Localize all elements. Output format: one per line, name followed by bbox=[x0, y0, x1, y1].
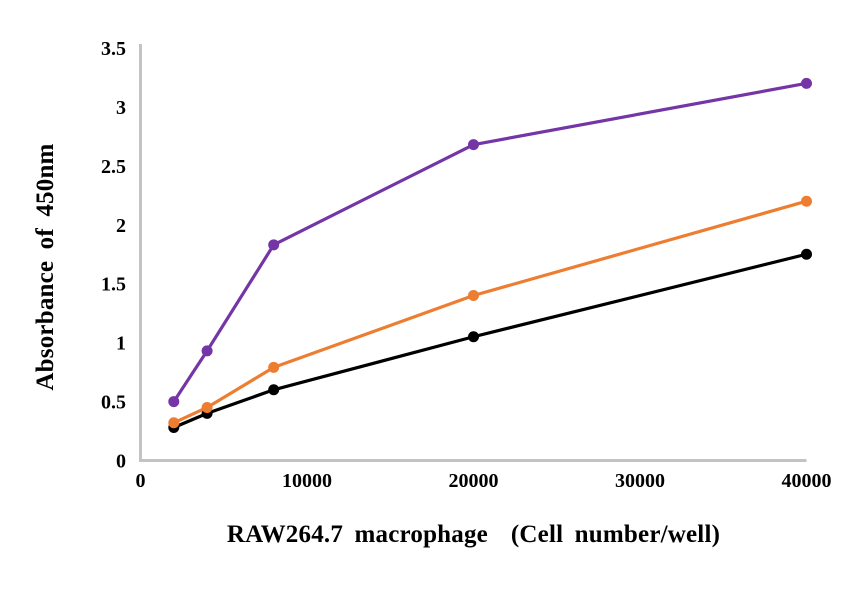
data-point-black bbox=[468, 331, 479, 343]
data-point-orange bbox=[801, 195, 812, 207]
x-tick-label: 10000 bbox=[282, 470, 332, 492]
data-point-purple bbox=[168, 396, 180, 408]
x-tick-label: 0 bbox=[136, 470, 146, 492]
data-point-orange bbox=[201, 401, 213, 413]
data-point-orange bbox=[168, 417, 180, 429]
data-point-purple bbox=[468, 139, 479, 151]
data-point-black bbox=[801, 248, 812, 260]
y-tick-label: 3.5 bbox=[101, 38, 126, 60]
data-point-purple bbox=[268, 239, 280, 251]
x-tick-label: 40000 bbox=[782, 470, 832, 492]
x-tick-label: 30000 bbox=[615, 470, 665, 492]
y-axis-title: Absorbance of 450nm bbox=[32, 143, 59, 391]
data-point-black bbox=[268, 384, 280, 396]
y-tick-label: 0 bbox=[116, 451, 126, 473]
data-point-orange bbox=[468, 290, 479, 301]
y-tick-label: 2 bbox=[116, 215, 126, 237]
x-axis-title: RAW264.7 macrophage (Cell number/well) bbox=[226, 521, 721, 548]
data-point-purple bbox=[201, 345, 213, 357]
y-tick-label: 2.5 bbox=[101, 156, 126, 178]
x-tick-label: 20000 bbox=[449, 470, 499, 492]
y-tick-label: 1 bbox=[116, 333, 126, 355]
data-point-orange bbox=[268, 361, 280, 373]
data-point-purple bbox=[801, 77, 812, 89]
series-line-purple bbox=[172, 81, 809, 404]
y-tick-label: 0.5 bbox=[101, 392, 126, 414]
y-tick-label: 1.5 bbox=[101, 274, 126, 296]
y-tick-label: 3 bbox=[116, 97, 126, 119]
series-line-black bbox=[172, 252, 809, 430]
